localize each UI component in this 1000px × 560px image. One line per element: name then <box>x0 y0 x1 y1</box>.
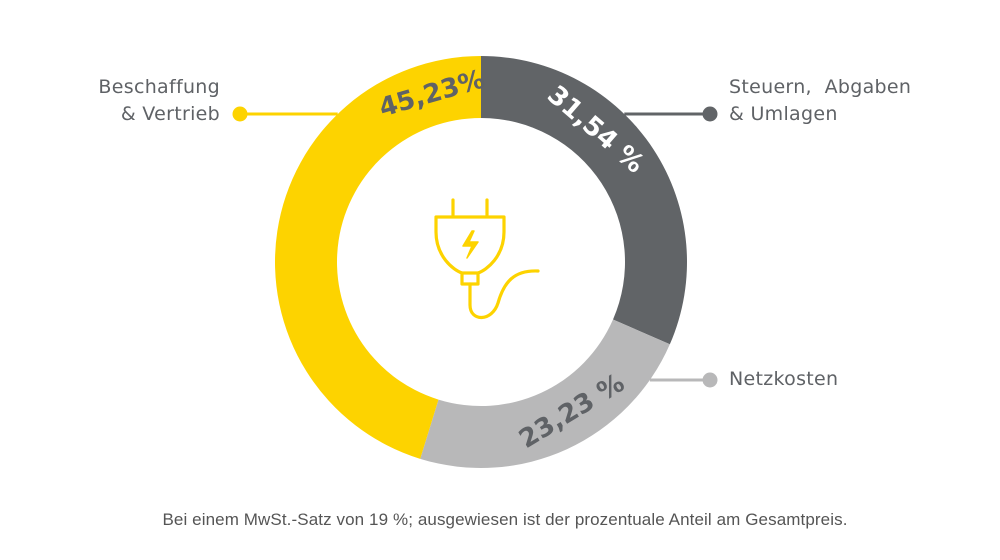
power-plug-icon <box>434 198 540 320</box>
legend-label-netzkosten: Netzkosten <box>729 366 838 393</box>
donut-slice-dark <box>481 56 687 345</box>
legend-connectors <box>232 106 718 388</box>
lightning-bolt <box>462 230 479 259</box>
plug-neck <box>460 271 480 286</box>
legend-label-beschaffung: Beschaffung & Vertrieb <box>98 74 220 128</box>
donut-slice-yellow <box>274 56 481 459</box>
legend-label-line: Steuern, Abgaben <box>729 76 912 98</box>
connector-dot-dark <box>702 106 718 122</box>
connector-dot-light <box>702 372 718 388</box>
footnote: Bei einem MwSt.-Satz von 19 %; ausgewies… <box>162 510 848 529</box>
legend-label-line: & Vertrieb <box>120 103 220 125</box>
donut-slices <box>274 56 687 469</box>
legend-label-line: & Umlagen <box>729 103 838 125</box>
connector-dot-yellow <box>232 106 248 122</box>
legend-label-line: Netzkosten <box>729 368 839 390</box>
legend-label-steuern: Steuern, Abgaben & Umlagen <box>729 74 911 128</box>
donut-slice-light <box>420 319 670 469</box>
plug-cable <box>468 269 540 320</box>
legend-label-line: Beschaffung <box>98 76 220 98</box>
